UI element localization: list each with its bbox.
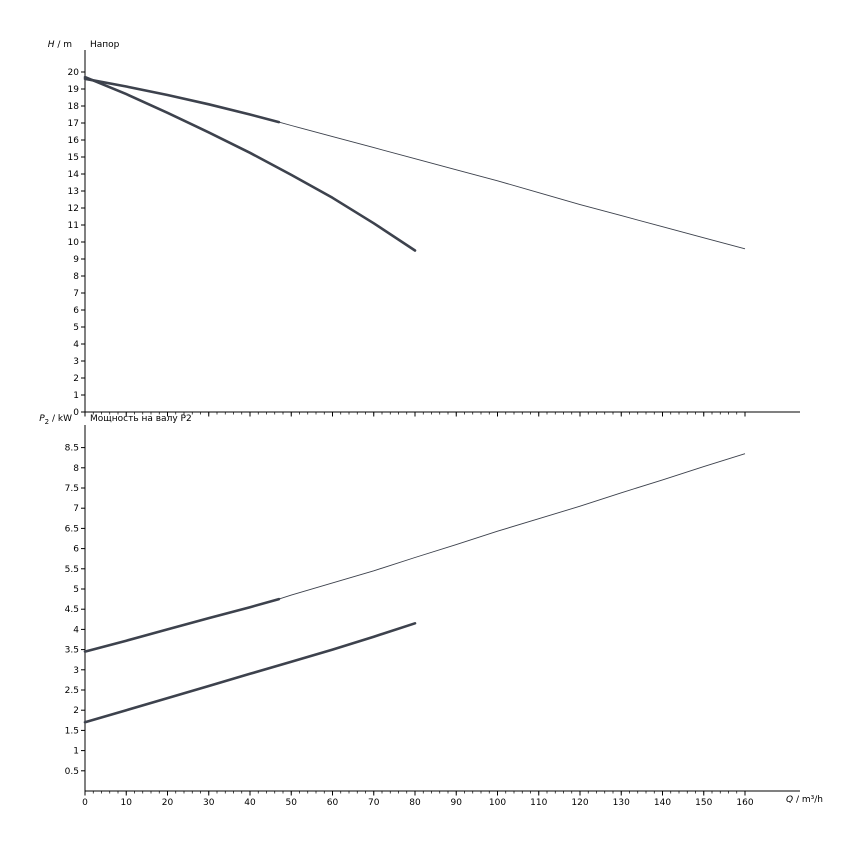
- y-tick-label: 9: [73, 255, 79, 265]
- y-tick-label: 8: [73, 272, 79, 282]
- x-tick-label: 90: [451, 798, 463, 808]
- head-axis-unit: / m: [54, 40, 72, 50]
- x-tick-label: 140: [654, 798, 671, 808]
- y-tick-label: 8.5: [65, 444, 79, 454]
- y-tick-label: 5.5: [65, 565, 79, 575]
- y-tick-label: 19: [68, 85, 80, 95]
- y-tick-label: 2.5: [65, 686, 79, 696]
- flow-axis-variable: Q: [786, 795, 794, 805]
- power-chart: 0.5 1 1.5 2 2.5 3 3.5 4 4.5 5 5.5 6 6.5 7 7.5 8 8.5 0 10 20…: [65, 425, 800, 808]
- y-tick-label: 3.5: [65, 646, 79, 656]
- y-tick-label: 15: [68, 153, 79, 163]
- y-tick-label: 11: [68, 221, 79, 231]
- y-tick-label: 4.5: [65, 605, 79, 615]
- y-tick-label: 10: [68, 238, 80, 248]
- power-axis-variable: P: [39, 414, 45, 424]
- power-axis-label: P2 / kW: [24, 414, 72, 428]
- x-tick-label: 120: [571, 798, 588, 808]
- y-tick-label: 8: [73, 464, 79, 474]
- power-axis-unit: / kW: [49, 414, 72, 424]
- head-curve-full-speed-bold-segment: [83, 77, 281, 124]
- power-curve-full-speed-bold-segment: [83, 597, 281, 653]
- y-tick-label: 1: [73, 747, 79, 757]
- x-tick-label: 130: [613, 798, 630, 808]
- y-tick-label: 1.5: [65, 726, 79, 736]
- y-tick-label: 6: [73, 545, 79, 555]
- x-tick-label: 60: [327, 798, 339, 808]
- y-tick-label: 18: [68, 102, 80, 112]
- x-tick-label: 20: [162, 798, 174, 808]
- y-tick-label: 3: [73, 357, 79, 367]
- y-tick-label: 6.5: [65, 524, 79, 534]
- flow-axis-unit: / m³/h: [793, 795, 823, 805]
- x-tick-label: 40: [244, 798, 256, 808]
- y-tick-label: 7.5: [65, 484, 79, 494]
- head-axis-label: H / m: [30, 40, 72, 51]
- y-tick-label: 17: [68, 119, 79, 129]
- y-tick-label: 0.5: [65, 767, 79, 777]
- y-tick-label: 13: [68, 187, 79, 197]
- y-tick-label: 20: [68, 68, 80, 78]
- x-tick-label: 150: [695, 798, 712, 808]
- x-tick-label: 160: [736, 798, 753, 808]
- x-tick-label: 10: [121, 798, 133, 808]
- power-chart-title: Мощность на валу P2: [90, 414, 192, 424]
- x-tick-label: 0: [82, 798, 88, 808]
- y-tick-label: 6: [73, 306, 79, 316]
- power-axis-subscript: 2: [44, 417, 50, 426]
- head-curve-full-speed-thin-segment: [278, 121, 746, 250]
- head-axis-variable: H: [47, 40, 55, 50]
- x-tick-label: 110: [530, 798, 547, 808]
- y-tick-label: 14: [68, 170, 80, 180]
- x-tick-label: 100: [489, 798, 506, 808]
- head-chart-title: Напор: [90, 40, 120, 50]
- x-tick-label: 80: [409, 798, 421, 808]
- y-tick-label: 0: [73, 408, 79, 418]
- y-tick-label: 5: [73, 585, 79, 595]
- y-tick-label: 5: [73, 323, 79, 333]
- flow-axis-label: Q / m³/h: [786, 795, 823, 806]
- power-curve-full-speed-thin-segment: [278, 453, 746, 600]
- y-tick-label: 3: [73, 666, 79, 676]
- x-tick-label: 30: [203, 798, 215, 808]
- y-tick-label: 2: [73, 374, 79, 384]
- y-tick-label: 7: [73, 504, 79, 514]
- y-tick-label: 4: [73, 625, 79, 635]
- y-tick-label: 4: [73, 340, 79, 350]
- y-tick-label: 1: [73, 391, 79, 401]
- y-tick-label: 2: [73, 706, 79, 716]
- x-tick-label: 50: [286, 798, 298, 808]
- head-curve-reduced-speed-bold-segment: [83, 75, 417, 252]
- y-tick-label: 16: [68, 136, 80, 146]
- power-curve-reduced-speed-bold-segment: [83, 622, 417, 724]
- y-tick-label: 12: [68, 204, 79, 214]
- y-tick-label: 7: [73, 289, 79, 299]
- x-tick-label: 70: [368, 798, 380, 808]
